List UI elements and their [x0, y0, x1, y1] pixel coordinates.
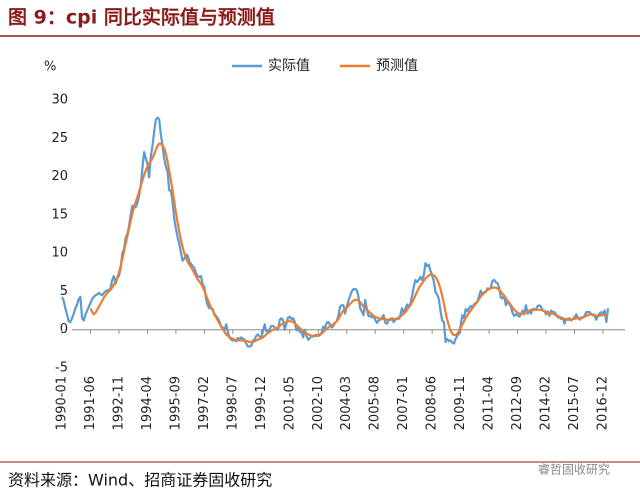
y-tick-label: 25: [51, 131, 68, 146]
y-axis-label: %: [44, 60, 56, 75]
y-tick-label: 20: [51, 169, 68, 184]
x-tick-label: 2015-07: [567, 376, 582, 430]
x-tick-label: 1998-07: [225, 376, 240, 430]
x-tick-label: 2005-08: [368, 376, 383, 430]
y-tick-label: 5: [60, 284, 68, 299]
y-tick-label: 15: [51, 207, 68, 222]
x-tick-label: 2014-02: [539, 376, 554, 430]
x-tick-label: 1991-06: [83, 376, 98, 430]
x-tick-label: 2001-05: [282, 376, 297, 430]
y-tick-label: -5: [55, 361, 68, 376]
x-tick-label: 2011-04: [482, 376, 497, 430]
x-tick-label: 2012-09: [510, 376, 525, 430]
y-tick-label: 0: [60, 322, 68, 337]
x-tick-label: 1995-09: [168, 376, 183, 430]
y-tick-label: 30: [51, 93, 68, 108]
x-tick-label: 2009-11: [453, 376, 468, 430]
x-tick-label: 1994-04: [140, 376, 155, 430]
x-tick-label: 2016-12: [596, 376, 611, 430]
legend-label: 实际值: [268, 58, 310, 74]
source: 资料来源：Wind、招商证券固收研究: [8, 471, 272, 490]
chart-title: 图 9：cpi 同比实际值与预测值: [8, 6, 275, 29]
watermark: 睿哲固收研究: [538, 462, 610, 477]
x-tick-label: 2007-01: [396, 376, 411, 430]
series-line: [89, 142, 609, 344]
x-tick-label: 2002-10: [311, 376, 326, 430]
x-tick-label: 2004-03: [339, 376, 354, 430]
x-tick-label: 1999-12: [254, 376, 269, 430]
legend-label: 预测值: [376, 58, 418, 74]
x-tick-label: 1992-11: [111, 376, 126, 430]
y-tick-label: 10: [51, 246, 68, 261]
x-tick-label: 1997-02: [197, 376, 212, 430]
x-tick-label: 2008-06: [425, 376, 440, 430]
x-tick-label: 1990-01: [55, 376, 70, 430]
